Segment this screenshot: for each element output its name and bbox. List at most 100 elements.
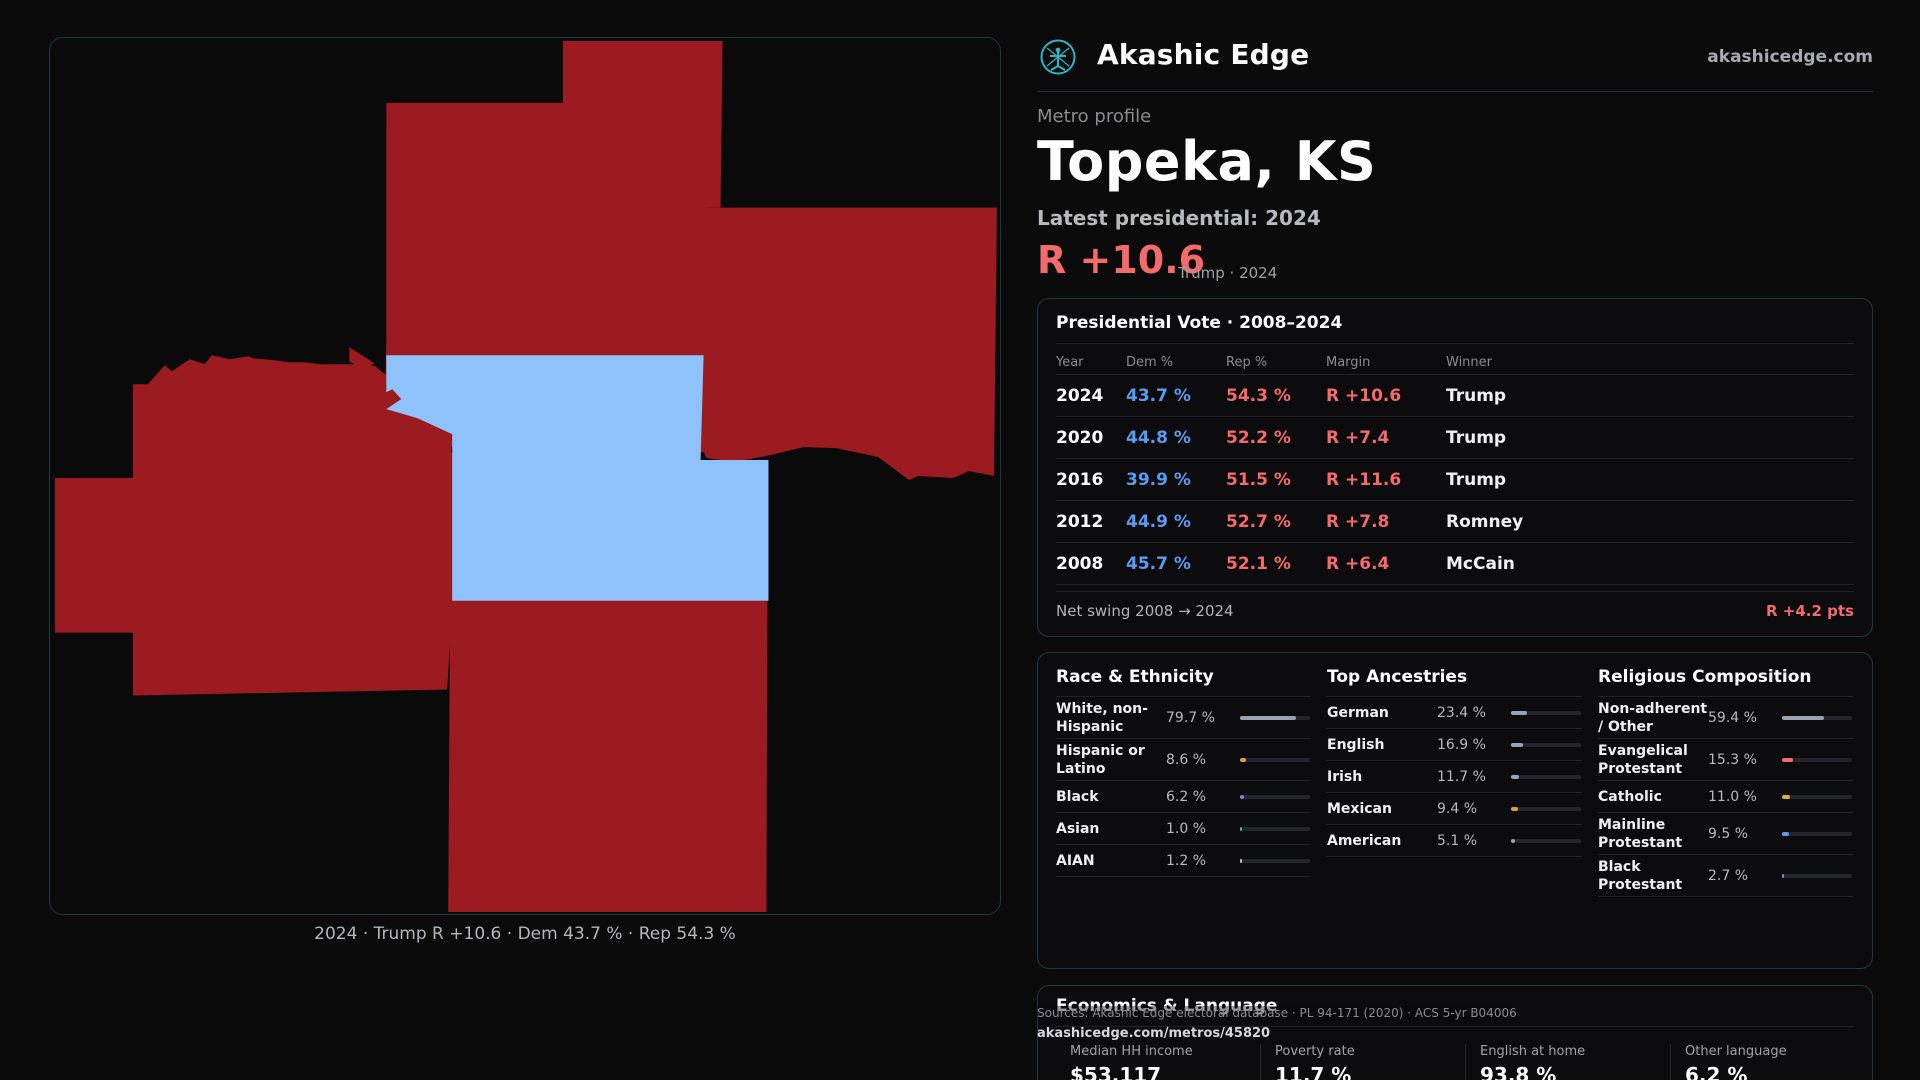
top-ancestries-title: Top Ancestries bbox=[1327, 667, 1582, 697]
cell-margin: R +7.4 bbox=[1326, 428, 1390, 448]
vote-card-title: Presidential Vote · 2008–2024 bbox=[1056, 313, 1343, 333]
cell-rep: 52.1 % bbox=[1226, 554, 1291, 574]
econ-stat-value: 11.7 % bbox=[1275, 1063, 1352, 1080]
net-swing-value: R +4.2 pts bbox=[1766, 602, 1854, 620]
percent-bar-fill bbox=[1782, 794, 1790, 799]
list-item: Non-adherent / Other 59.4 % bbox=[1598, 697, 1853, 739]
list-item: American 5.1 % bbox=[1327, 825, 1582, 857]
table-row: 2024 43.7 % 54.3 % R +10.6 Trump bbox=[1056, 375, 1854, 417]
percent-bar bbox=[1511, 710, 1581, 715]
cell-rep: 52.7 % bbox=[1226, 512, 1291, 532]
item-label: American bbox=[1327, 832, 1402, 849]
item-percent: 9.4 % bbox=[1437, 800, 1478, 817]
econ-stat-label: English at home bbox=[1480, 1044, 1586, 1059]
percent-bar bbox=[1511, 742, 1581, 747]
cell-rep: 52.2 % bbox=[1226, 428, 1291, 448]
religion-list: Non-adherent / Other 59.4 % Evangelical Pr… bbox=[1598, 697, 1853, 897]
ancestry-list: German 23.4 % English 16.9 % Irish 11.7 % Mexi… bbox=[1327, 697, 1582, 857]
percent-bar-fill bbox=[1511, 838, 1515, 843]
race-list: White, non-Hispanic 79.7 % Hispanic or Lat… bbox=[1056, 697, 1311, 877]
county-shape-south[interactable] bbox=[448, 596, 768, 913]
table-row: 2012 44.9 % 52.7 % R +7.8 Romney bbox=[1056, 501, 1854, 543]
economics-title: Economics & Language bbox=[1056, 996, 1278, 1016]
metro-map[interactable] bbox=[49, 37, 1001, 915]
item-label: Mainline Protestant bbox=[1598, 816, 1683, 851]
akashic-edge-logo-icon[interactable] bbox=[1039, 38, 1077, 76]
item-label: Evangelical Protestant bbox=[1598, 742, 1688, 777]
county-shape-notch[interactable] bbox=[349, 347, 375, 371]
religious-composition-section: Religious Composition Non-adherent / Oth… bbox=[1598, 667, 1853, 897]
percent-bar-fill bbox=[1511, 774, 1519, 779]
profile-panel: Akashic Edge akashicedge.com Metro profi… bbox=[1037, 0, 1873, 1080]
percent-bar bbox=[1782, 757, 1852, 762]
percent-bar bbox=[1782, 831, 1852, 836]
item-percent: 11.7 % bbox=[1437, 768, 1486, 785]
item-percent: 6.2 % bbox=[1166, 788, 1207, 805]
top-ancestries-section: Top Ancestries German 23.4 % English 16.9 %… bbox=[1327, 667, 1582, 857]
county-shape-northeast[interactable] bbox=[701, 207, 997, 480]
cell-margin: R +6.4 bbox=[1326, 554, 1390, 574]
percent-bar-fill bbox=[1782, 757, 1793, 762]
header-year: Year bbox=[1056, 355, 1084, 370]
percent-bar bbox=[1782, 794, 1852, 799]
item-percent: 5.1 % bbox=[1437, 832, 1478, 849]
cell-rep: 51.5 % bbox=[1226, 470, 1291, 490]
cell-dem: 44.8 % bbox=[1126, 428, 1191, 448]
cell-year: 2012 bbox=[1056, 512, 1104, 532]
item-percent: 1.0 % bbox=[1166, 820, 1207, 837]
divider bbox=[1056, 343, 1854, 344]
econ-stat: Poverty rate 11.7 % bbox=[1260, 1044, 1450, 1080]
cell-winner: McCain bbox=[1446, 554, 1515, 574]
brand-name[interactable]: Akashic Edge bbox=[1097, 38, 1310, 71]
cell-dem: 43.7 % bbox=[1126, 386, 1191, 406]
percent-bar bbox=[1240, 826, 1310, 831]
percent-bar bbox=[1240, 858, 1310, 863]
sources-note: Sources: Akashic Edge electoral database… bbox=[1037, 1006, 1517, 1020]
item-percent: 59.4 % bbox=[1708, 709, 1757, 726]
cell-winner: Trump bbox=[1446, 470, 1507, 490]
metro-permalink[interactable]: akashicedge.com/metros/45820 bbox=[1037, 1026, 1271, 1041]
percent-bar bbox=[1240, 715, 1310, 720]
item-percent: 15.3 % bbox=[1708, 751, 1757, 768]
item-label: AIAN bbox=[1056, 852, 1095, 869]
list-item: English 16.9 % bbox=[1327, 729, 1582, 761]
net-swing-label: Net swing 2008 → 2024 bbox=[1056, 602, 1234, 620]
latest-margin: R +10.6 bbox=[1037, 238, 1206, 282]
cell-year: 2016 bbox=[1056, 470, 1104, 490]
item-label: German bbox=[1327, 704, 1389, 721]
cell-year: 2008 bbox=[1056, 554, 1104, 574]
page-title: Topeka, KS bbox=[1037, 130, 1377, 193]
county-shape-west[interactable] bbox=[55, 355, 462, 696]
list-item: Evangelical Protestant 15.3 % bbox=[1598, 739, 1853, 781]
item-label: Mexican bbox=[1327, 800, 1392, 817]
percent-bar-fill bbox=[1240, 826, 1242, 831]
table-row: 2008 45.7 % 52.1 % R +6.4 McCain bbox=[1056, 543, 1854, 585]
item-percent: 16.9 % bbox=[1437, 736, 1486, 753]
list-item: AIAN 1.2 % bbox=[1056, 845, 1311, 877]
county-shape-shawnee[interactable] bbox=[386, 355, 769, 601]
item-label: Irish bbox=[1327, 768, 1363, 785]
percent-bar-fill bbox=[1240, 794, 1244, 799]
brand-url[interactable]: akashicedge.com bbox=[1707, 47, 1873, 67]
divider bbox=[1056, 591, 1854, 592]
percent-bar-fill bbox=[1240, 715, 1296, 720]
economics-card: Economics & Language Median HH income $5… bbox=[1037, 985, 1873, 1080]
list-item: Mexican 9.4 % bbox=[1327, 793, 1582, 825]
eyebrow-label: Metro profile bbox=[1037, 106, 1152, 127]
item-percent: 11.0 % bbox=[1708, 788, 1757, 805]
list-item: Mainline Protestant 9.5 % bbox=[1598, 813, 1853, 855]
race-ethnicity-title: Race & Ethnicity bbox=[1056, 667, 1311, 697]
item-label: Asian bbox=[1056, 820, 1100, 837]
county-map-svg bbox=[55, 40, 997, 913]
brand-header: Akashic Edge akashicedge.com bbox=[1037, 36, 1873, 92]
cell-margin: R +11.6 bbox=[1326, 470, 1402, 490]
percent-bar bbox=[1240, 794, 1310, 799]
cell-year: 2024 bbox=[1056, 386, 1104, 406]
item-label: Hispanic or Latino bbox=[1056, 742, 1145, 777]
item-percent: 79.7 % bbox=[1166, 709, 1215, 726]
vote-table-header: Year Dem % Rep % Margin Winner bbox=[1056, 347, 1854, 375]
map-caption: 2024 · Trump R +10.6 · Dem 43.7 % · Rep … bbox=[314, 924, 736, 944]
econ-stat: Other language 6.2 % bbox=[1670, 1044, 1860, 1080]
latest-margin-sub: Trump · 2024 bbox=[1178, 264, 1278, 282]
cell-dem: 44.9 % bbox=[1126, 512, 1191, 532]
